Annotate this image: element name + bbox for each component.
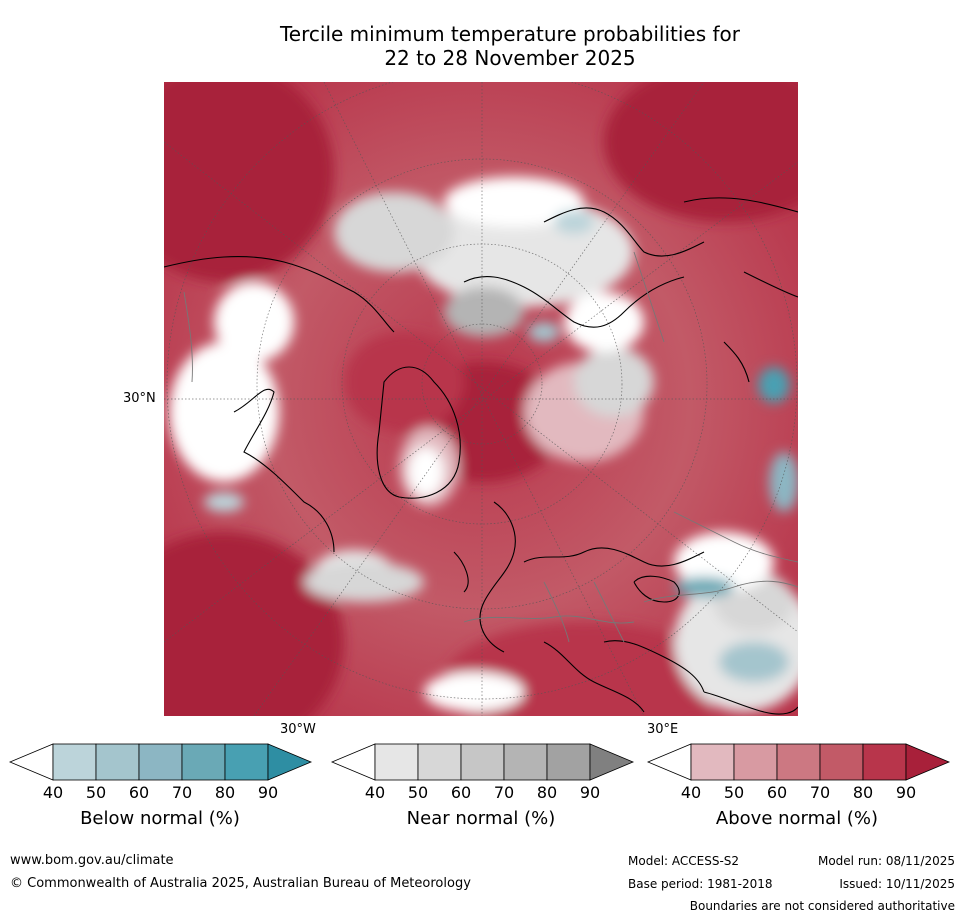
colorbar-near-tick-label: 40 xyxy=(364,783,386,802)
colorbar-near-segment xyxy=(374,743,419,781)
colorbar-above-tick-label: 70 xyxy=(809,783,831,802)
title-line-1: Tercile minimum temperature probabilitie… xyxy=(279,22,741,46)
colorbar-above-segment xyxy=(862,743,907,781)
colorbar-below-tick-label: 90 xyxy=(257,783,279,802)
colorbar-above-segment xyxy=(690,743,735,781)
colorbar-near-tick-label: 90 xyxy=(579,783,601,802)
colorbar-above-segment xyxy=(733,743,778,781)
lat-label-30n: 30°N xyxy=(123,391,156,406)
lon-label-30e: 30°E xyxy=(647,722,679,737)
colorbar-below-upper-extend xyxy=(267,743,313,781)
title-line-2: 22 to 28 November 2025 xyxy=(384,46,636,70)
colorbar-below-lower-extend xyxy=(8,743,54,781)
footer-base-period: Base period: 1981-2018 xyxy=(628,877,773,891)
colorbar-above-segment xyxy=(776,743,821,781)
colorbar-above-lower-extend xyxy=(646,743,692,781)
colorbar-above-tick-label: 80 xyxy=(852,783,874,802)
colorbar-near-swatches xyxy=(330,743,635,781)
colorbar-below-tick-label: 50 xyxy=(85,783,107,802)
colorbar-near-upper-extend xyxy=(589,743,635,781)
colorbar-below-segment xyxy=(138,743,183,781)
footer-website: www.bom.gov.au/climate xyxy=(10,853,174,868)
colorbar-above-upper-extend xyxy=(905,743,951,781)
colorbar-near-normal xyxy=(330,743,635,781)
colorbar-near-label: Near normal (%) xyxy=(406,808,556,829)
map-canvas xyxy=(164,82,798,716)
country-borders xyxy=(183,251,798,643)
colorbar-near-segment xyxy=(417,743,462,781)
colorbar-below-tick-label: 70 xyxy=(171,783,193,802)
colorbar-below-tick-label: 80 xyxy=(214,783,236,802)
colorbar-below-label: Below normal (%) xyxy=(80,808,240,829)
colorbar-near-tick-label: 50 xyxy=(407,783,429,802)
footer-disclaimer: Boundaries are not considered authoritat… xyxy=(689,899,955,913)
colorbar-below-segment xyxy=(52,743,97,781)
probability-map xyxy=(164,82,798,716)
colorbar-below-tick-label: 40 xyxy=(42,783,64,802)
colorbar-near-segment xyxy=(460,743,505,781)
colorbar-near-lower-extend xyxy=(330,743,376,781)
colorbar-above-label: Above normal (%) xyxy=(715,808,879,829)
colorbar-above-tick-label: 60 xyxy=(766,783,788,802)
colorbar-near-tick-label: 70 xyxy=(493,783,515,802)
colorbar-below-segment xyxy=(95,743,140,781)
footer-copyright: © Commonwealth of Australia 2025, Austra… xyxy=(10,876,471,891)
map-title: Tercile minimum temperature probabilitie… xyxy=(160,22,860,70)
colorbar-near-tick-label: 60 xyxy=(450,783,472,802)
footer-issued: Issued: 10/11/2025 xyxy=(839,877,955,891)
colorbar-above-normal xyxy=(646,743,951,781)
colorbar-near-tick-label: 80 xyxy=(536,783,558,802)
colorbar-above-swatches xyxy=(646,743,951,781)
colorbar-above-tick-label: 40 xyxy=(680,783,702,802)
footer-model-run: Model run: 08/11/2025 xyxy=(817,854,955,868)
colorbar-below-tick-label: 60 xyxy=(128,783,150,802)
colorbar-above-tick-label: 90 xyxy=(895,783,917,802)
colorbar-below-normal xyxy=(8,743,313,781)
graticule xyxy=(164,82,798,716)
colorbar-above-tick-label: 50 xyxy=(723,783,745,802)
colorbar-below-swatches xyxy=(8,743,313,781)
colorbar-above-segment xyxy=(819,743,864,781)
lon-label-30w: 30°W xyxy=(280,722,316,737)
colorbar-near-segment xyxy=(546,743,591,781)
footer-model: Model: ACCESS-S2 xyxy=(628,854,740,868)
probability-fields xyxy=(164,82,798,716)
colorbar-below-segment xyxy=(224,743,269,781)
colorbar-near-segment xyxy=(503,743,548,781)
colorbar-below-segment xyxy=(181,743,226,781)
